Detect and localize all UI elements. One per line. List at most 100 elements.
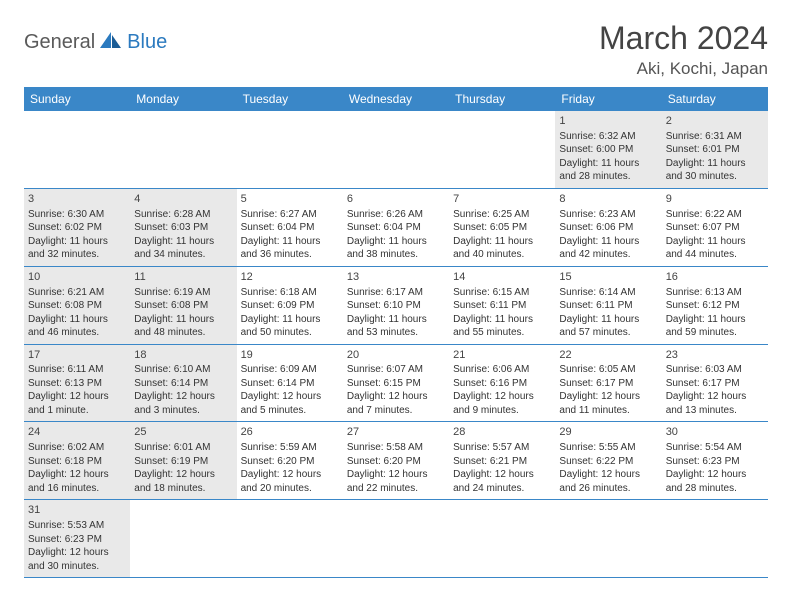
day-daylight2: and 28 minutes. xyxy=(559,170,657,184)
sail-icon xyxy=(98,30,124,55)
day-sunset: Sunset: 6:14 PM xyxy=(134,377,232,391)
day-daylight1: Daylight: 12 hours xyxy=(28,390,126,404)
day-daylight2: and 48 minutes. xyxy=(134,326,232,340)
day-daylight1: Daylight: 12 hours xyxy=(241,390,339,404)
day-sunset: Sunset: 6:17 PM xyxy=(666,377,764,391)
week-row: 31Sunrise: 5:53 AMSunset: 6:23 PMDayligh… xyxy=(24,500,768,578)
day-daylight2: and 16 minutes. xyxy=(28,482,126,496)
day-header: Thursday xyxy=(449,87,555,111)
day-daylight2: and 24 minutes. xyxy=(453,482,551,496)
day-cell xyxy=(555,500,661,577)
day-sunrise: Sunrise: 6:02 AM xyxy=(28,441,126,455)
day-daylight1: Daylight: 11 hours xyxy=(347,313,445,327)
day-daylight2: and 44 minutes. xyxy=(666,248,764,262)
day-cell: 7Sunrise: 6:25 AMSunset: 6:05 PMDaylight… xyxy=(449,189,555,266)
day-cell: 29Sunrise: 5:55 AMSunset: 6:22 PMDayligh… xyxy=(555,422,661,499)
day-daylight1: Daylight: 12 hours xyxy=(28,546,126,560)
week-row: 3Sunrise: 6:30 AMSunset: 6:02 PMDaylight… xyxy=(24,189,768,267)
day-sunset: Sunset: 6:23 PM xyxy=(666,455,764,469)
day-sunset: Sunset: 6:04 PM xyxy=(347,221,445,235)
day-sunset: Sunset: 6:12 PM xyxy=(666,299,764,313)
day-sunrise: Sunrise: 6:23 AM xyxy=(559,208,657,222)
day-sunrise: Sunrise: 6:19 AM xyxy=(134,286,232,300)
day-sunset: Sunset: 6:18 PM xyxy=(28,455,126,469)
day-daylight1: Daylight: 11 hours xyxy=(666,313,764,327)
day-sunset: Sunset: 6:16 PM xyxy=(453,377,551,391)
day-cell: 9Sunrise: 6:22 AMSunset: 6:07 PMDaylight… xyxy=(662,189,768,266)
day-daylight1: Daylight: 12 hours xyxy=(28,468,126,482)
day-sunset: Sunset: 6:01 PM xyxy=(666,143,764,157)
day-cell: 16Sunrise: 6:13 AMSunset: 6:12 PMDayligh… xyxy=(662,267,768,344)
day-number: 8 xyxy=(559,192,657,207)
day-cell: 25Sunrise: 6:01 AMSunset: 6:19 PMDayligh… xyxy=(130,422,236,499)
day-cell: 31Sunrise: 5:53 AMSunset: 6:23 PMDayligh… xyxy=(24,500,130,577)
day-sunset: Sunset: 6:13 PM xyxy=(28,377,126,391)
day-cell xyxy=(130,111,236,188)
day-cell: 18Sunrise: 6:10 AMSunset: 6:14 PMDayligh… xyxy=(130,345,236,422)
day-cell xyxy=(343,111,449,188)
day-daylight1: Daylight: 11 hours xyxy=(28,313,126,327)
day-daylight2: and 40 minutes. xyxy=(453,248,551,262)
day-daylight2: and 55 minutes. xyxy=(453,326,551,340)
day-number: 21 xyxy=(453,348,551,363)
day-cell: 6Sunrise: 6:26 AMSunset: 6:04 PMDaylight… xyxy=(343,189,449,266)
day-sunset: Sunset: 6:03 PM xyxy=(134,221,232,235)
day-sunset: Sunset: 6:19 PM xyxy=(134,455,232,469)
day-number: 24 xyxy=(28,425,126,440)
day-daylight1: Daylight: 12 hours xyxy=(453,390,551,404)
day-cell: 15Sunrise: 6:14 AMSunset: 6:11 PMDayligh… xyxy=(555,267,661,344)
day-cell xyxy=(449,500,555,577)
day-daylight1: Daylight: 12 hours xyxy=(347,468,445,482)
day-cell: 30Sunrise: 5:54 AMSunset: 6:23 PMDayligh… xyxy=(662,422,768,499)
day-number: 23 xyxy=(666,348,764,363)
day-sunrise: Sunrise: 6:09 AM xyxy=(241,363,339,377)
weeks-container: 1Sunrise: 6:32 AMSunset: 6:00 PMDaylight… xyxy=(24,111,768,578)
day-sunrise: Sunrise: 5:54 AM xyxy=(666,441,764,455)
day-sunrise: Sunrise: 5:55 AM xyxy=(559,441,657,455)
day-sunrise: Sunrise: 6:26 AM xyxy=(347,208,445,222)
day-number: 12 xyxy=(241,270,339,285)
day-sunrise: Sunrise: 6:28 AM xyxy=(134,208,232,222)
day-daylight1: Daylight: 11 hours xyxy=(453,235,551,249)
day-cell: 1Sunrise: 6:32 AMSunset: 6:00 PMDaylight… xyxy=(555,111,661,188)
day-header: Saturday xyxy=(662,87,768,111)
day-number: 19 xyxy=(241,348,339,363)
day-cell xyxy=(237,111,343,188)
day-sunrise: Sunrise: 6:05 AM xyxy=(559,363,657,377)
day-daylight1: Daylight: 11 hours xyxy=(559,235,657,249)
day-sunset: Sunset: 6:02 PM xyxy=(28,221,126,235)
day-cell xyxy=(237,500,343,577)
day-sunset: Sunset: 6:21 PM xyxy=(453,455,551,469)
day-sunrise: Sunrise: 6:30 AM xyxy=(28,208,126,222)
day-daylight2: and 30 minutes. xyxy=(28,560,126,574)
week-row: 1Sunrise: 6:32 AMSunset: 6:00 PMDaylight… xyxy=(24,111,768,189)
day-cell xyxy=(24,111,130,188)
day-sunrise: Sunrise: 5:57 AM xyxy=(453,441,551,455)
day-number: 14 xyxy=(453,270,551,285)
day-cell: 14Sunrise: 6:15 AMSunset: 6:11 PMDayligh… xyxy=(449,267,555,344)
day-number: 18 xyxy=(134,348,232,363)
day-sunrise: Sunrise: 6:18 AM xyxy=(241,286,339,300)
day-daylight2: and 5 minutes. xyxy=(241,404,339,418)
day-daylight1: Daylight: 11 hours xyxy=(241,235,339,249)
day-daylight1: Daylight: 11 hours xyxy=(666,235,764,249)
day-cell: 26Sunrise: 5:59 AMSunset: 6:20 PMDayligh… xyxy=(237,422,343,499)
day-number: 25 xyxy=(134,425,232,440)
day-sunrise: Sunrise: 6:01 AM xyxy=(134,441,232,455)
day-sunrise: Sunrise: 6:07 AM xyxy=(347,363,445,377)
day-header: Friday xyxy=(555,87,661,111)
day-daylight2: and 26 minutes. xyxy=(559,482,657,496)
day-sunset: Sunset: 6:10 PM xyxy=(347,299,445,313)
day-cell: 12Sunrise: 6:18 AMSunset: 6:09 PMDayligh… xyxy=(237,267,343,344)
day-daylight1: Daylight: 12 hours xyxy=(134,468,232,482)
day-sunset: Sunset: 6:17 PM xyxy=(559,377,657,391)
day-sunset: Sunset: 6:11 PM xyxy=(559,299,657,313)
day-sunrise: Sunrise: 6:14 AM xyxy=(559,286,657,300)
day-daylight2: and 9 minutes. xyxy=(453,404,551,418)
day-daylight2: and 53 minutes. xyxy=(347,326,445,340)
day-cell: 24Sunrise: 6:02 AMSunset: 6:18 PMDayligh… xyxy=(24,422,130,499)
day-daylight2: and 3 minutes. xyxy=(134,404,232,418)
day-number: 13 xyxy=(347,270,445,285)
day-number: 9 xyxy=(666,192,764,207)
day-sunrise: Sunrise: 6:06 AM xyxy=(453,363,551,377)
